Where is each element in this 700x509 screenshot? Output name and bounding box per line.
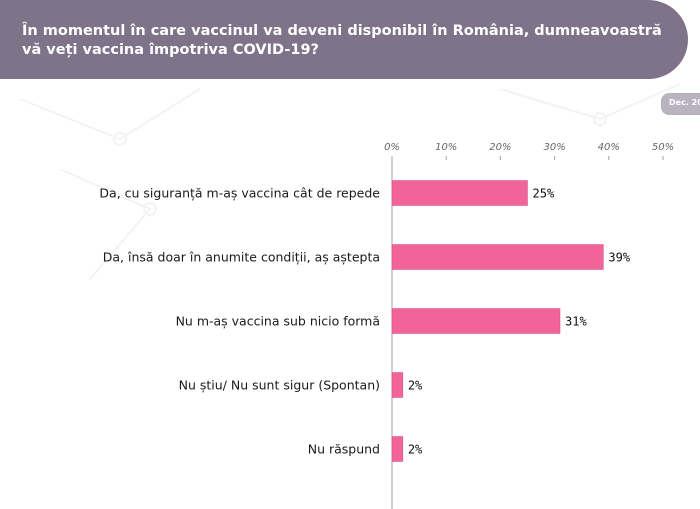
data-label: 2% — [408, 379, 423, 393]
data-label: 2% — [408, 443, 423, 457]
bar — [391, 308, 561, 334]
category-label: Nu răspund — [308, 442, 380, 457]
bar — [391, 244, 604, 270]
category-label: Nu știu/ Nu sunt sigur (Spontan) — [179, 378, 380, 393]
title-line-2: vă veți vaccina împotriva COVID-19? — [22, 42, 319, 58]
category-label: Da, cu siguranță m-aș vaccina cât de rep… — [99, 186, 380, 201]
date-tab: Dec. 20 — [661, 93, 700, 115]
title-line-1: În momentul în care vaccinul va deveni d… — [22, 23, 662, 39]
header-band: În momentul în care vaccinul va deveni d… — [0, 0, 688, 79]
background-decoration — [19, 83, 681, 280]
x-tick-label: 40% — [598, 142, 620, 153]
data-label: 25% — [533, 187, 555, 201]
bar — [391, 372, 404, 398]
bar — [391, 436, 404, 462]
date-tab-label: Dec. 20 — [669, 98, 700, 107]
page-title: În momentul în care vaccinul va deveni d… — [22, 22, 662, 60]
data-label: 39% — [608, 251, 630, 265]
category-label: Da, însă doar în anumite condiții, aș aș… — [103, 250, 380, 265]
x-tick-label: 20% — [489, 142, 511, 153]
x-tick-label: 30% — [543, 142, 565, 153]
x-tick-label: 10% — [435, 142, 457, 153]
x-tick-label: 0% — [384, 142, 400, 153]
bar — [391, 180, 528, 206]
x-tick-label: 50% — [652, 142, 674, 153]
data-label: 31% — [565, 315, 587, 329]
category-label: Nu m-aș vaccina sub nicio formă — [176, 314, 380, 329]
